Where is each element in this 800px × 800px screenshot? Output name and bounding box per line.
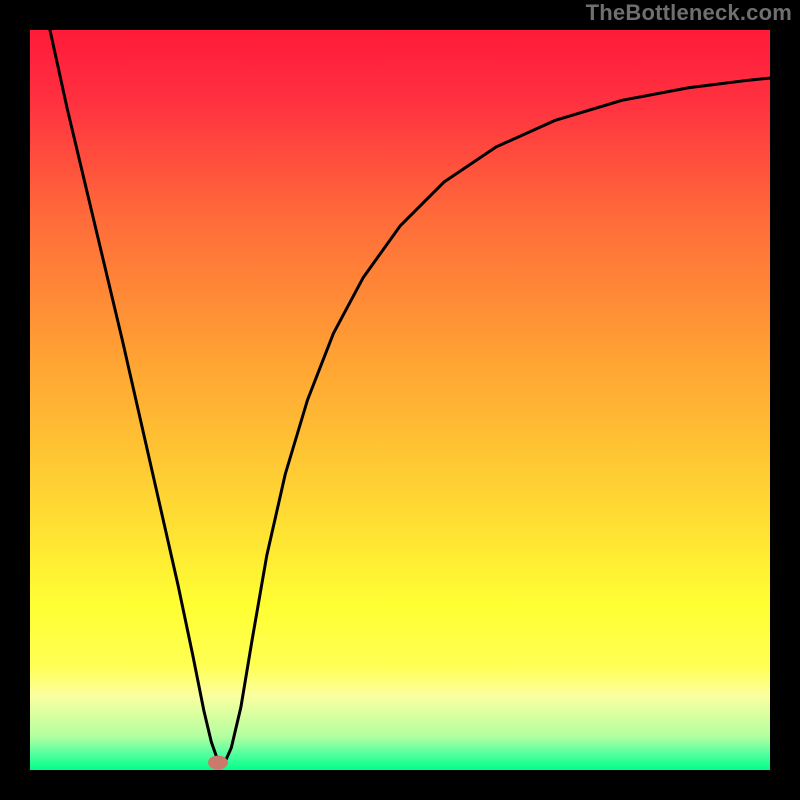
watermark-label: TheBottleneck.com xyxy=(586,0,792,26)
chart-stage: TheBottleneck.com xyxy=(0,0,800,800)
optimal-point-marker xyxy=(208,756,228,770)
plot-background xyxy=(30,30,770,770)
bottleneck-chart-svg xyxy=(0,0,800,800)
